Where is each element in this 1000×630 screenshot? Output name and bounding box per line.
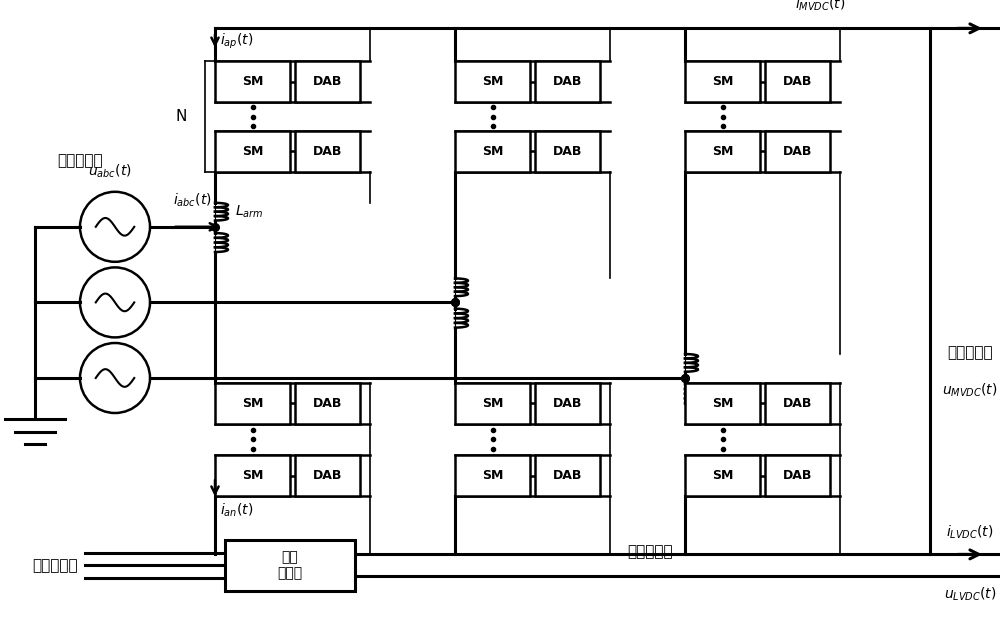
Text: $L_{arm}$: $L_{arm}$ <box>235 203 264 220</box>
Bar <box>765 130 830 171</box>
Text: SM: SM <box>712 145 733 158</box>
Text: $u_{abc}(t)$: $u_{abc}(t)$ <box>88 162 132 180</box>
Bar <box>535 383 600 424</box>
Text: $i_{abc}(t)$: $i_{abc}(t)$ <box>173 192 212 209</box>
Text: DAB: DAB <box>783 469 812 482</box>
Bar <box>295 383 360 424</box>
Bar <box>685 61 760 102</box>
Text: $i_{LVDC}(t)$: $i_{LVDC}(t)$ <box>946 523 994 541</box>
Text: DAB: DAB <box>553 469 582 482</box>
Bar <box>765 61 830 102</box>
Bar <box>685 130 760 171</box>
Bar <box>225 540 355 591</box>
Text: SM: SM <box>482 76 503 88</box>
Text: SM: SM <box>712 76 733 88</box>
Bar <box>455 61 530 102</box>
Text: N: N <box>176 109 187 124</box>
Text: DAB: DAB <box>553 397 582 410</box>
Text: $i_{MVDC}(t)$: $i_{MVDC}(t)$ <box>795 0 845 13</box>
Bar <box>295 130 360 171</box>
Text: 中压交流端: 中压交流端 <box>57 153 103 168</box>
Bar <box>535 61 600 102</box>
Bar <box>685 383 760 424</box>
Bar <box>535 130 600 171</box>
Text: DAB: DAB <box>313 469 342 482</box>
Bar <box>455 455 530 496</box>
Bar <box>685 455 760 496</box>
Bar <box>455 130 530 171</box>
Text: DAB: DAB <box>783 145 812 158</box>
Text: SM: SM <box>712 469 733 482</box>
Bar <box>295 61 360 102</box>
Bar <box>215 61 290 102</box>
Text: SM: SM <box>482 145 503 158</box>
Text: SM: SM <box>482 397 503 410</box>
Text: 低压交流端: 低压交流端 <box>32 558 78 573</box>
Text: $u_{MVDC}(t)$: $u_{MVDC}(t)$ <box>942 382 998 399</box>
Text: DAB: DAB <box>313 397 342 410</box>
Text: SM: SM <box>242 145 263 158</box>
Text: SM: SM <box>242 469 263 482</box>
Text: DAB: DAB <box>783 76 812 88</box>
Text: DAB: DAB <box>313 76 342 88</box>
Text: $i_{ap}(t)$: $i_{ap}(t)$ <box>220 32 253 51</box>
Text: 三相
逆变器: 三相 逆变器 <box>277 551 303 580</box>
Bar <box>765 383 830 424</box>
Bar <box>535 455 600 496</box>
Bar <box>455 383 530 424</box>
Bar <box>765 455 830 496</box>
Text: DAB: DAB <box>313 145 342 158</box>
Text: DAB: DAB <box>553 76 582 88</box>
Text: SM: SM <box>242 397 263 410</box>
Bar <box>295 455 360 496</box>
Bar <box>215 383 290 424</box>
Text: SM: SM <box>712 397 733 410</box>
Text: SM: SM <box>242 76 263 88</box>
Bar <box>215 130 290 171</box>
Text: $i_{an}(t)$: $i_{an}(t)$ <box>220 501 253 518</box>
Text: DAB: DAB <box>553 145 582 158</box>
Text: $u_{LVDC}(t)$: $u_{LVDC}(t)$ <box>944 586 996 604</box>
Text: SM: SM <box>482 469 503 482</box>
Text: 中压直流端: 中压直流端 <box>947 345 993 360</box>
Text: DAB: DAB <box>783 397 812 410</box>
Text: 低压直流端: 低压直流端 <box>627 544 673 559</box>
Bar <box>215 455 290 496</box>
